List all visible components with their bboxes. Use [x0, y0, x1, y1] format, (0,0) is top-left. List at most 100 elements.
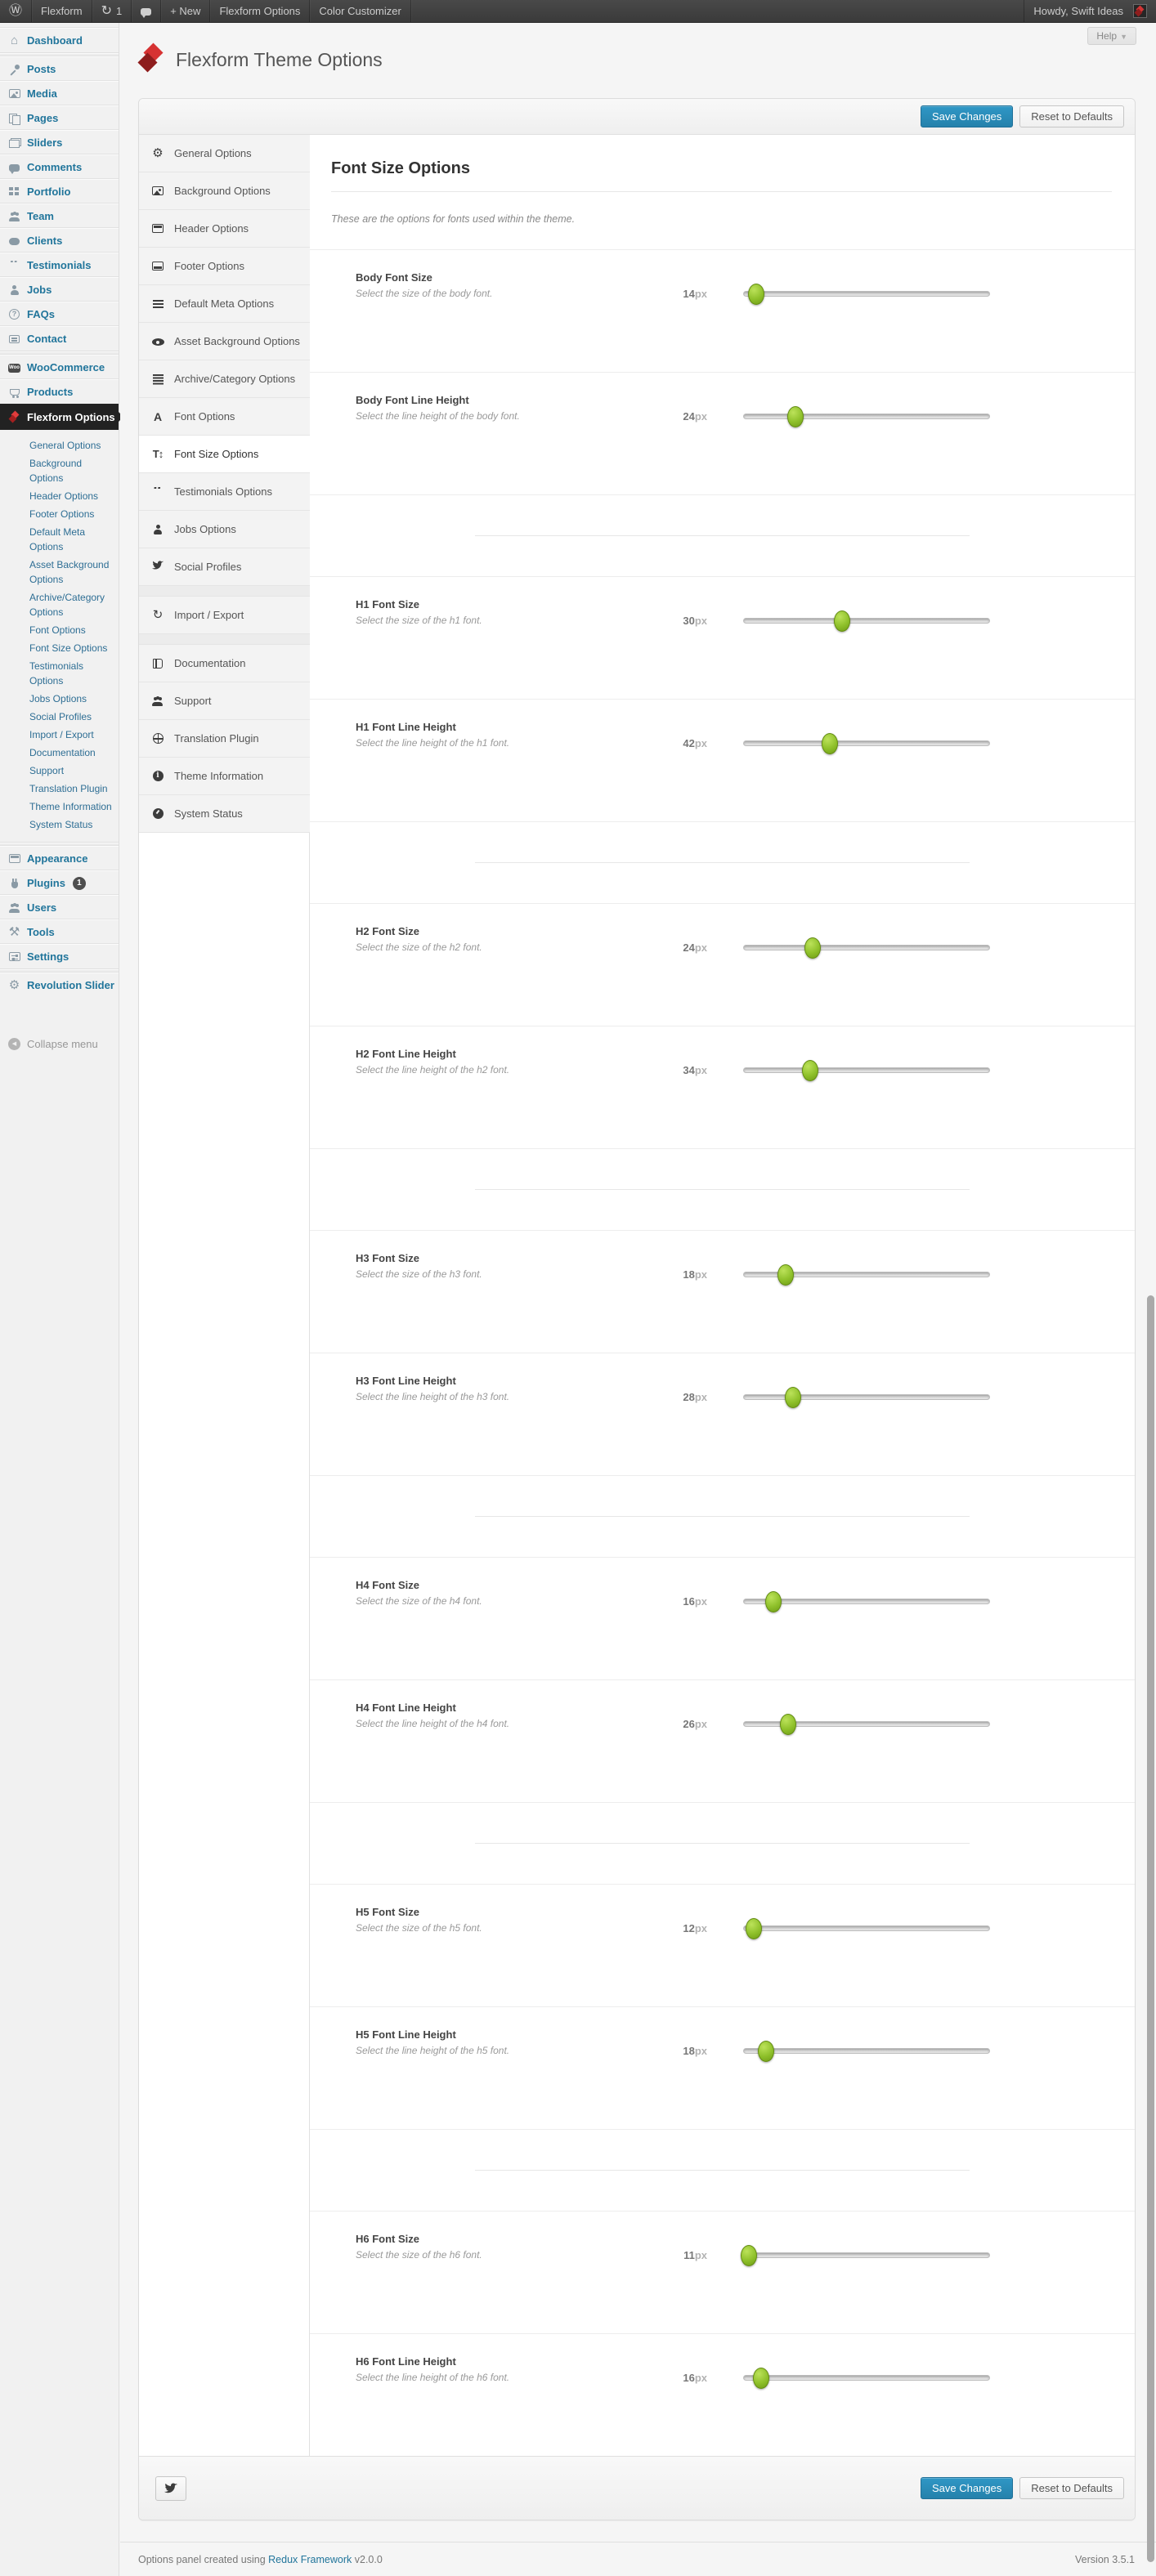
slider-track[interactable] [743, 406, 990, 427]
new-content-menu[interactable]: + New [161, 0, 211, 22]
slider-handle[interactable] [785, 1387, 801, 1408]
sidebar-item-collapse-menu[interactable]: Collapse menu [0, 1031, 119, 1056]
submenu-item-social-profiles[interactable]: Social Profiles [29, 711, 92, 722]
sidebar-item-revolution-slider[interactable]: ⚙ Revolution Slider [0, 973, 119, 997]
submenu-item-font-options[interactable]: Font Options [29, 624, 86, 636]
slider-track[interactable] [743, 1387, 990, 1408]
save-changes-button-bottom[interactable]: Save Changes [921, 2477, 1014, 2499]
slider-handle[interactable] [780, 1714, 796, 1735]
sidebar-item-users[interactable]: Users [0, 895, 119, 919]
tab-testimonials-options[interactable]: “ Testimonials Options [139, 473, 310, 511]
sidebar-item-dashboard[interactable]: ⌂ Dashboard [0, 28, 119, 52]
sidebar-item-portfolio[interactable]: Portfolio [0, 179, 119, 203]
tab-asset-background-options[interactable]: Asset Background Options [139, 323, 310, 360]
save-changes-button-top[interactable]: Save Changes [921, 105, 1014, 127]
slider-track[interactable] [743, 937, 990, 959]
submenu-item-background-options[interactable]: Background Options [29, 458, 83, 484]
slider-track[interactable] [743, 1918, 990, 1939]
slider-track[interactable] [741, 2245, 990, 2266]
reset-defaults-button-top[interactable]: Reset to Defaults [1019, 105, 1124, 127]
slider-track[interactable] [743, 610, 990, 632]
updates-menu[interactable]: ↻ 1 [92, 0, 132, 22]
tab-general-options[interactable]: ⚙ General Options [139, 135, 310, 172]
sidebar-item-clients[interactable]: Clients [0, 228, 119, 253]
sidebar-item-posts[interactable]: Posts [0, 56, 119, 81]
sidebar-item-jobs[interactable]: Jobs [0, 277, 119, 302]
slider-handle[interactable] [758, 2041, 774, 2062]
slider-handle[interactable] [777, 1264, 794, 1286]
tab-footer-options[interactable]: Footer Options [139, 248, 310, 285]
sidebar-item-team[interactable]: Team [0, 203, 119, 228]
tab-theme-information[interactable]: Theme Information [139, 758, 310, 795]
slider-handle[interactable] [746, 1918, 762, 1939]
slider-track[interactable] [743, 1264, 990, 1286]
sidebar-item-products[interactable]: Products [0, 379, 119, 404]
tab-social-profiles[interactable]: Social Profiles [139, 548, 310, 586]
submenu-item-footer-options[interactable]: Footer Options [29, 508, 95, 520]
tab-translation-plugin[interactable]: Translation Plugin [139, 720, 310, 758]
tab-background-options[interactable]: Background Options [139, 172, 310, 210]
submenu-item-archive-category-options[interactable]: Archive/Category Options [29, 592, 105, 618]
flexform-options-menu[interactable]: Flexform Options [210, 0, 311, 22]
tab-system-status[interactable]: System Status [139, 795, 310, 833]
sidebar-item-pages[interactable]: Pages [0, 105, 119, 130]
sidebar-item-settings[interactable]: Settings [0, 944, 119, 968]
tab-font-size-options[interactable]: T↕ Font Size Options [139, 436, 310, 473]
submenu-item-default-meta-options[interactable]: Default Meta Options [29, 526, 86, 552]
help-button[interactable]: Help ▼ [1087, 27, 1136, 45]
tab-font-options[interactable]: A Font Options [139, 398, 310, 436]
slider-track[interactable] [743, 1714, 990, 1735]
sidebar-item-woocommerce[interactable]: WooCommerce [0, 355, 119, 379]
sidebar-item-faqs[interactable]: FAQs [0, 302, 119, 326]
tab-archive-category-options[interactable]: Archive/Category Options [139, 360, 310, 398]
tab-header-options[interactable]: Header Options [139, 210, 310, 248]
sidebar-item-plugins[interactable]: Plugins 1 [0, 870, 119, 895]
vertical-scrollbar[interactable] [1147, 1295, 1154, 2562]
twitter-share-button[interactable] [155, 2475, 186, 2501]
submenu-item-general-options[interactable]: General Options [29, 440, 101, 451]
sidebar-item-testimonials[interactable]: “ Testimonials [0, 253, 119, 277]
tab-default-meta-options[interactable]: Default Meta Options [139, 285, 310, 323]
sidebar-item-flexform-options[interactable]: Flexform Options [0, 404, 123, 430]
tab-support[interactable]: Support [139, 682, 310, 720]
slider-handle[interactable] [802, 1060, 818, 1081]
slider-handle[interactable] [822, 733, 838, 754]
tab-jobs-options[interactable]: Jobs Options [139, 511, 310, 548]
sidebar-item-sliders[interactable]: Sliders [0, 130, 119, 154]
submenu-item-testimonials-options[interactable]: Testimonials Options [29, 660, 84, 686]
tab-import-export[interactable]: ↻ Import / Export [139, 597, 310, 634]
slider-handle[interactable] [804, 937, 821, 959]
sidebar-item-tools[interactable]: ⚒ Tools [0, 919, 119, 944]
tab-documentation[interactable]: Documentation [139, 645, 310, 682]
color-customizer-menu[interactable]: Color Customizer [310, 0, 411, 22]
slider-track[interactable] [743, 733, 990, 754]
submenu-item-documentation[interactable]: Documentation [29, 747, 96, 758]
slider-track[interactable] [743, 1060, 990, 1081]
slider-track[interactable] [743, 1591, 990, 1612]
slider-handle[interactable] [741, 2245, 757, 2266]
slider-handle[interactable] [834, 610, 850, 632]
wp-logo-menu[interactable]: Ⓦ [0, 0, 33, 22]
submenu-item-font-size-options[interactable]: Font Size Options [29, 642, 108, 654]
slider-handle[interactable] [786, 406, 804, 427]
slider-track[interactable] [743, 2368, 990, 2389]
slider-track[interactable] [743, 284, 990, 305]
sidebar-item-appearance[interactable]: Appearance [0, 846, 119, 870]
submenu-item-header-options[interactable]: Header Options [29, 490, 99, 502]
submenu-item-system-status[interactable]: System Status [29, 819, 93, 830]
submenu-item-translation-plugin[interactable]: Translation Plugin [29, 783, 108, 794]
submenu-item-theme-information[interactable]: Theme Information [29, 801, 112, 812]
submenu-item-asset-background-options[interactable]: Asset Background Options [29, 559, 110, 585]
slider-handle[interactable] [753, 2368, 769, 2389]
howdy-account-menu[interactable]: Howdy, Swift Ideas [1024, 0, 1156, 22]
reset-defaults-button-bottom[interactable]: Reset to Defaults [1019, 2477, 1124, 2499]
slider-handle[interactable] [748, 284, 764, 305]
submenu-item-jobs-options[interactable]: Jobs Options [29, 693, 87, 704]
sidebar-item-contact[interactable]: Contact [0, 326, 119, 351]
site-name-menu[interactable]: Flexform [32, 0, 92, 22]
slider-track[interactable] [743, 2041, 990, 2062]
sidebar-item-media[interactable]: Media [0, 81, 119, 105]
slider-handle[interactable] [765, 1591, 782, 1612]
comments-menu[interactable] [132, 0, 162, 22]
redux-framework-link[interactable]: Redux Framework [268, 2554, 352, 2565]
